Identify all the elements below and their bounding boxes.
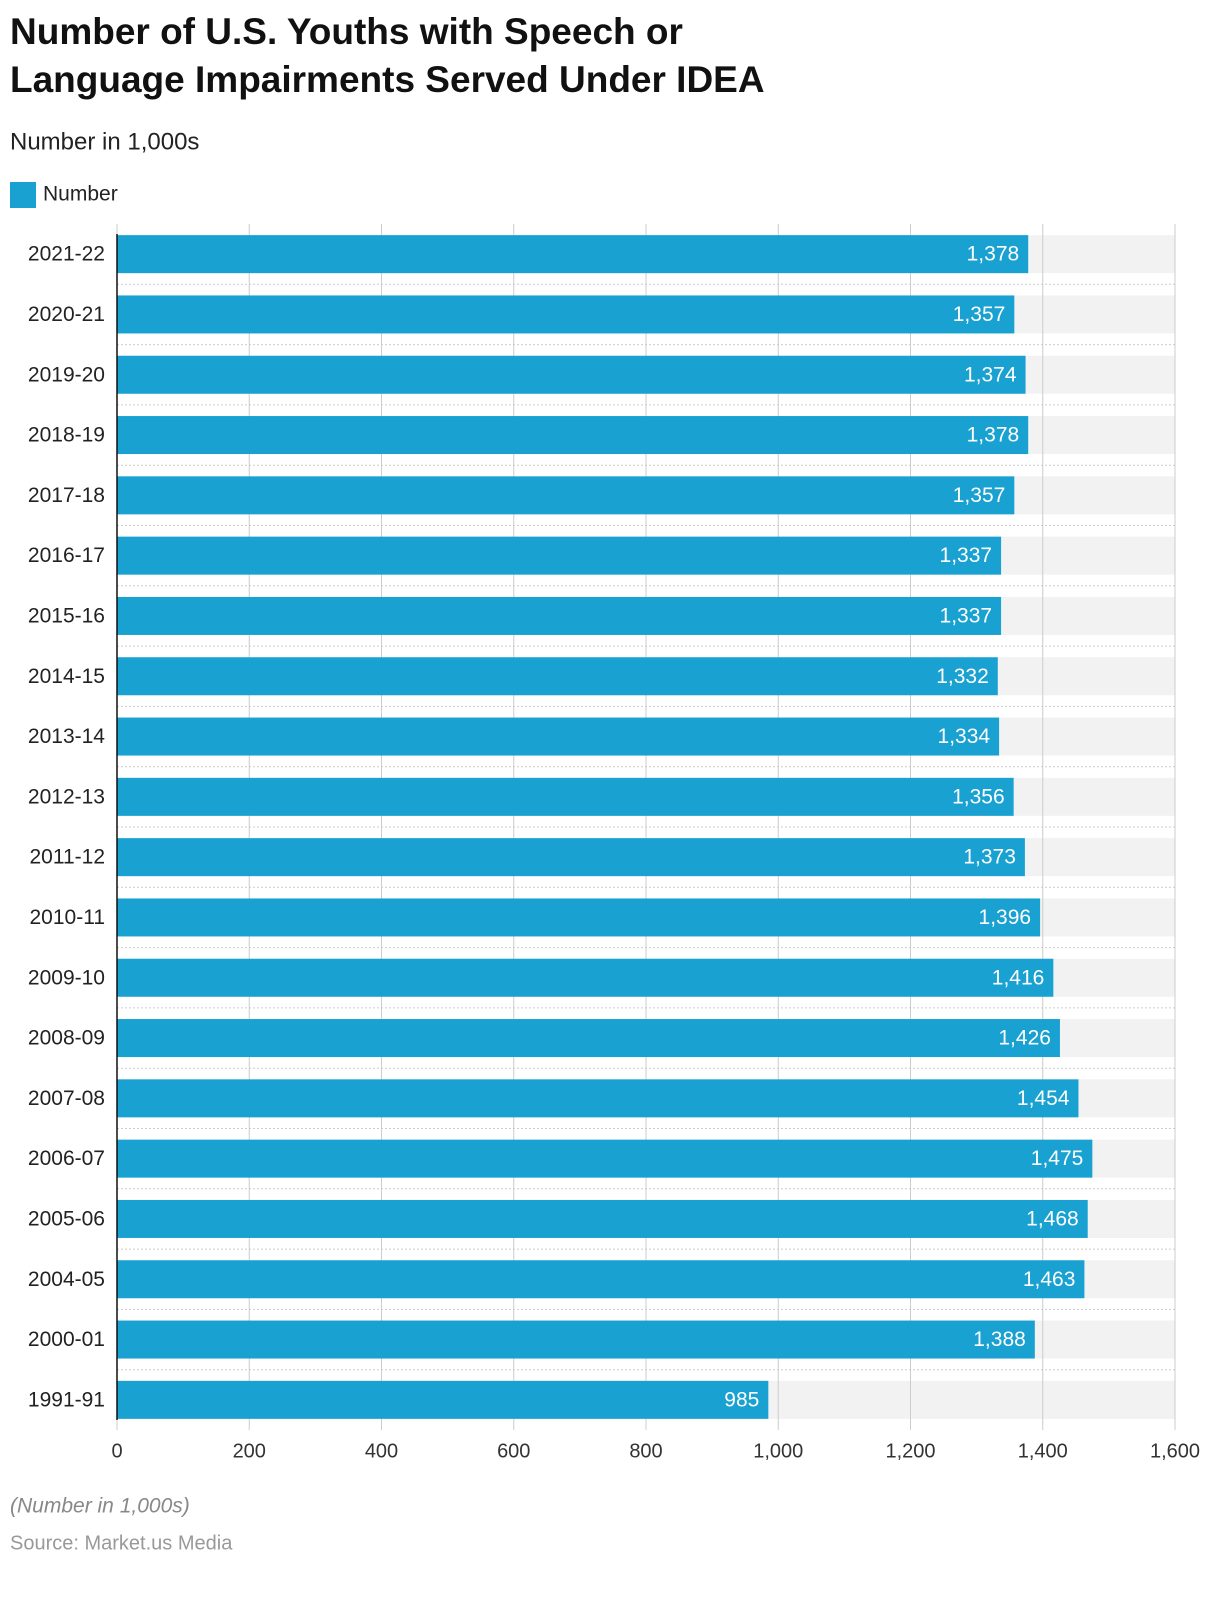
data-label: 1,463 (1023, 1268, 1076, 1291)
data-label: 1,475 (1031, 1147, 1084, 1170)
data-label: 1,426 (998, 1027, 1051, 1050)
bar (117, 898, 1041, 937)
data-label: 1,373 (963, 846, 1016, 869)
bar (117, 1199, 1088, 1238)
bar (117, 717, 1000, 756)
data-label: 985 (724, 1388, 759, 1411)
y-tick-label: 2005-06 (28, 1207, 105, 1230)
legend-label: Number (43, 183, 118, 206)
y-tick-label: 2020-21 (28, 303, 105, 326)
bar (117, 355, 1026, 394)
x-tick-label: 0 (111, 1440, 122, 1462)
bar (117, 416, 1029, 455)
data-label: 1,357 (953, 484, 1006, 507)
chart-title: Number of U.S. Youths with Speech or Lang… (10, 11, 765, 100)
data-label: 1,356 (952, 785, 1005, 808)
y-tick-label: 2019-20 (28, 363, 105, 386)
data-label: 1,468 (1026, 1207, 1079, 1230)
bar (117, 536, 1002, 575)
data-label: 1,378 (967, 424, 1020, 447)
chart-subtitle: Number in 1,000s (10, 128, 199, 155)
source: Source: Market.us Media (10, 1532, 233, 1554)
bar (117, 838, 1025, 877)
y-tick-label: 2017-18 (28, 484, 105, 507)
data-label: 1,337 (940, 544, 993, 567)
bar (117, 1320, 1035, 1359)
data-label: 1,357 (953, 303, 1006, 326)
bar (117, 1260, 1085, 1299)
x-tick-label: 200 (233, 1440, 266, 1462)
data-label: 1,337 (940, 604, 993, 627)
y-tick-label: 2014-15 (28, 665, 105, 688)
data-label: 1,396 (979, 906, 1032, 929)
legend-swatch (10, 182, 36, 208)
data-label: 1,374 (964, 363, 1017, 386)
bar (117, 1380, 769, 1419)
y-tick-label: 2012-13 (28, 785, 105, 808)
bar (117, 1079, 1079, 1118)
y-tick-label: 2010-11 (29, 906, 105, 929)
y-tick-label: 2013-14 (28, 725, 105, 748)
y-tick-label: 2000-01 (28, 1328, 105, 1351)
y-tick-label: 2006-07 (28, 1147, 105, 1170)
bar (117, 596, 1002, 635)
y-tick-label: 2011-12 (29, 846, 105, 869)
y-tick-label: 2015-16 (28, 604, 105, 627)
bar (117, 657, 998, 696)
x-tick-label: 800 (629, 1440, 662, 1462)
bar (117, 1019, 1060, 1058)
bar (117, 1139, 1093, 1178)
y-tick-label: 2018-19 (28, 424, 105, 447)
x-tick-label: 1,200 (885, 1440, 935, 1462)
x-tick-label: 400 (365, 1440, 398, 1462)
y-tick-label: 1991-91 (28, 1388, 105, 1411)
data-label: 1,454 (1017, 1087, 1070, 1110)
data-label: 1,388 (973, 1328, 1026, 1351)
x-tick-label: 600 (497, 1440, 530, 1462)
x-tick-label: 1,400 (1018, 1440, 1068, 1462)
bar (117, 235, 1029, 274)
data-label: 1,416 (992, 966, 1045, 989)
bar (117, 958, 1054, 997)
x-tick-label: 1,600 (1150, 1440, 1200, 1462)
x-tick-label: 1,000 (753, 1440, 803, 1462)
y-tick-label: 2009-10 (28, 966, 105, 989)
bar (117, 476, 1015, 515)
bar (117, 777, 1014, 816)
y-tick-label: 2004-05 (28, 1268, 105, 1291)
y-tick-label: 2021-22 (28, 243, 105, 266)
y-tick-label: 2007-08 (28, 1087, 105, 1110)
data-label: 1,378 (967, 243, 1020, 266)
y-tick-label: 2008-09 (28, 1027, 105, 1050)
data-label: 1,332 (936, 665, 989, 688)
data-label: 1,334 (938, 725, 991, 748)
bar (117, 295, 1015, 334)
note: (Number in 1,000s) (10, 1495, 190, 1518)
y-tick-label: 2016-17 (28, 544, 105, 567)
